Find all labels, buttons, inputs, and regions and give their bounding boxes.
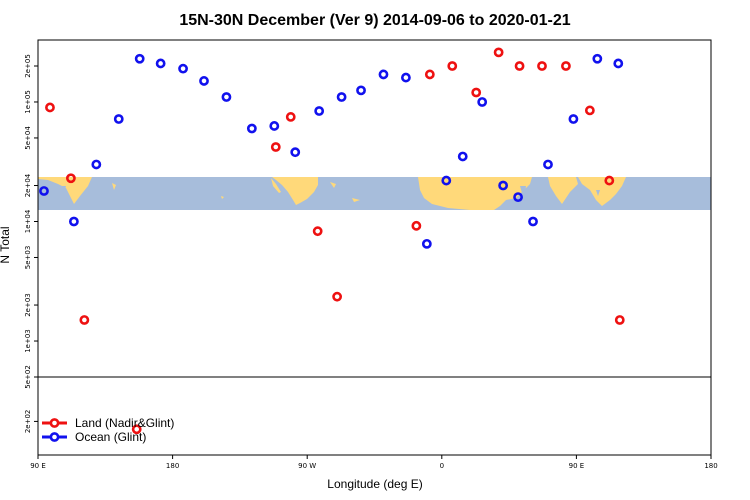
y-tick-label: 5e+02	[24, 365, 32, 389]
plot-area-lower	[37, 376, 712, 456]
map-land-shape	[352, 198, 360, 202]
ocean-data-point	[401, 72, 411, 83]
y-tick-label: 2e+05	[24, 54, 32, 78]
land-data-point	[332, 291, 343, 302]
land-data-point	[561, 61, 571, 71]
ocean-data-point	[528, 216, 538, 227]
ocean-data-point	[568, 114, 579, 124]
x-tick-label: 90 W	[298, 462, 316, 470]
ocean-data-point	[113, 114, 124, 124]
ocean-data-point	[178, 63, 188, 74]
ocean-data-point	[134, 53, 145, 64]
y-tick-label: 2e+04	[24, 173, 32, 197]
ocean-data-point	[269, 121, 280, 131]
ocean-data-point	[290, 147, 301, 158]
land-data-point	[424, 69, 435, 80]
map-land-shape	[578, 177, 626, 206]
land-data-point	[447, 61, 458, 71]
x-tick-label: 0	[440, 462, 444, 470]
map-ocean-inlet	[520, 186, 526, 200]
ocean-data-point	[356, 85, 366, 96]
land-data-point	[514, 61, 525, 71]
ocean-data-point	[199, 76, 209, 86]
y-axis-label: N Total	[0, 226, 12, 263]
land-data-point	[614, 315, 625, 325]
land-data-point	[312, 226, 323, 237]
land-data-point	[79, 315, 90, 325]
x-axis: 90 E 180 90 W 0 90 E 180	[30, 455, 718, 470]
land-data-point	[411, 220, 422, 231]
y-tick-label: 1e+04	[24, 209, 32, 233]
land-data-point	[66, 173, 76, 184]
y-tick-label: 1e+03	[24, 329, 32, 353]
ocean-data-point	[457, 151, 468, 162]
ocean-data-point	[39, 186, 49, 196]
x-axis-label: Longitude (deg E)	[327, 477, 422, 491]
x-tick-label: 90 E	[30, 462, 46, 470]
map-ocean-inlet	[62, 186, 66, 192]
land-data-point	[45, 102, 55, 113]
land-data-point	[584, 105, 595, 116]
map-land-shape	[548, 177, 578, 204]
y-tick-label: 2e+02	[24, 410, 32, 434]
data-points	[39, 47, 625, 435]
ocean-data-point	[155, 58, 166, 69]
y-tick-label: 2e+03	[24, 293, 32, 317]
y-tick-label: 5e+03	[24, 246, 32, 270]
ocean-data-point	[378, 69, 389, 80]
map-land-shape	[38, 177, 92, 204]
legend-label: Ocean (Glint)	[75, 430, 146, 444]
ocean-data-point	[613, 58, 624, 69]
land-data-point	[604, 175, 615, 186]
map-land-shape	[330, 182, 336, 188]
map-land-shape	[272, 177, 318, 205]
land-data-point	[493, 47, 504, 58]
ocean-data-point	[441, 175, 452, 186]
chart-title: 15N-30N December (Ver 9) 2014-09-06 to 2…	[179, 12, 570, 29]
land-data-point	[270, 142, 281, 152]
ocean-data-point	[314, 106, 325, 116]
x-tick-label: 180	[166, 462, 179, 470]
map-land-shape	[271, 178, 281, 193]
ocean-data-point	[421, 238, 432, 249]
ocean-data-point	[221, 92, 232, 102]
ocean-data-point	[592, 53, 603, 64]
ocean-data-point	[513, 192, 523, 203]
map-land-shape	[221, 196, 224, 199]
map-land-shape	[112, 183, 116, 190]
land-data-point	[285, 112, 296, 122]
y-tick-label: 1e+05	[24, 90, 32, 114]
ocean-data-point	[498, 180, 509, 191]
map-ocean-inlet	[596, 190, 600, 196]
world-map-band	[38, 177, 711, 210]
legend-label: Land (Nadir&Glint)	[75, 416, 174, 430]
land-data-point	[537, 61, 547, 71]
land-data-point	[131, 424, 142, 435]
ocean-data-point	[477, 97, 488, 107]
legend-marker	[49, 418, 60, 428]
legend: Land (Nadir&Glint)Ocean (Glint)	[42, 416, 174, 444]
ocean-data-point	[543, 159, 553, 170]
ocean-data-point	[68, 216, 79, 227]
ocean-data-point	[336, 92, 347, 102]
land-data-point	[471, 87, 482, 98]
ocean-data-point	[246, 123, 257, 134]
ocean-data-point	[91, 159, 102, 170]
x-tick-label: 90 E	[569, 462, 585, 470]
x-tick-label: 180	[704, 462, 717, 470]
y-tick-label: 5e+04	[24, 126, 32, 150]
y-axis: 2e+05 1e+05 5e+04 2e+04 1e+04 5e+03 2e+03 1e+03…	[24, 54, 38, 433]
legend-marker	[49, 432, 60, 442]
